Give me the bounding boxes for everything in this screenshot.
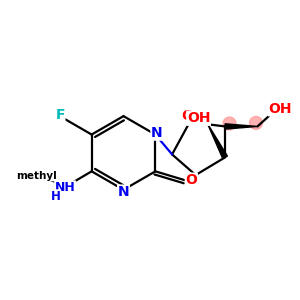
Text: NH: NH xyxy=(55,181,76,194)
Polygon shape xyxy=(207,124,227,159)
Text: H: H xyxy=(50,190,60,203)
Text: methyl: methyl xyxy=(16,171,57,181)
Text: N: N xyxy=(151,126,163,140)
Text: N: N xyxy=(118,185,129,199)
Text: F: F xyxy=(56,108,65,122)
Text: O: O xyxy=(185,173,197,187)
Text: OH: OH xyxy=(268,102,292,116)
Circle shape xyxy=(250,116,262,129)
Circle shape xyxy=(223,117,236,130)
Polygon shape xyxy=(225,124,257,129)
Text: O: O xyxy=(182,109,193,123)
Text: OH: OH xyxy=(187,111,210,125)
